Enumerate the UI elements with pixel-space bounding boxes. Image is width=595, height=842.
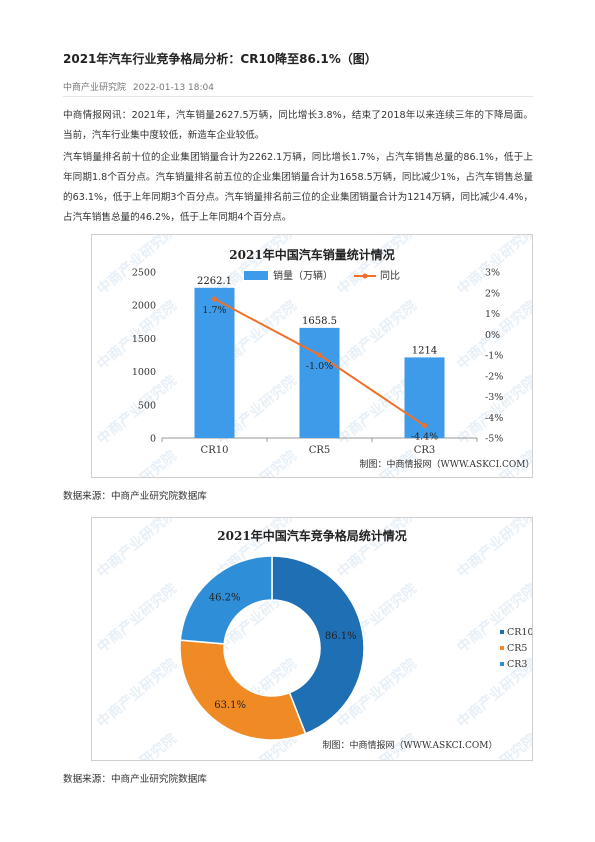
y2-tick-label: 1% xyxy=(485,309,500,320)
slice-data-label: 46.2% xyxy=(209,592,241,603)
legend-label: CR3 xyxy=(507,659,527,670)
legend-label: CR5 xyxy=(507,643,527,654)
y2-tick-label: 2% xyxy=(485,288,500,299)
y-tick-label: 500 xyxy=(138,400,156,411)
y2-tick-label: -4% xyxy=(485,413,503,424)
line-point-yoy xyxy=(317,352,322,358)
legend-swatch-cr5 xyxy=(500,646,504,650)
chart-title: 2021年中国汽车竞争格局统计情况 xyxy=(217,528,406,543)
donut-slice-cr3 xyxy=(179,555,273,645)
chart-credit: 制图：中商情报网（WWW.ASKCI.COM） xyxy=(323,739,498,751)
paragraph-detail: 汽车销量排名前十位的企业集团销量合计为2262.1万辆，同比增长1.7%，占汽车… xyxy=(63,152,533,223)
slice-data-label: 63.1% xyxy=(214,700,246,711)
watermark-text: 中商产业研究院 xyxy=(94,518,180,581)
data-source-note: 数据来源：中商产业研究院数据库 xyxy=(63,491,207,502)
article-datetime: 2022-01-13 18:04 xyxy=(132,83,214,93)
legend-label-sales: 销量（万辆） xyxy=(273,269,333,282)
line-point-yoy xyxy=(212,296,217,302)
legend-marker-yoy xyxy=(362,273,368,279)
article-source[interactable]: 中商产业研究院 xyxy=(63,83,127,93)
bar-sales xyxy=(299,327,340,438)
watermark-text: 中商产业研究院 xyxy=(454,518,532,581)
y2-tick-label: 0% xyxy=(485,330,500,341)
watermark-text: 中商产业研究院 xyxy=(94,730,180,760)
watermark-text: 中商产业研究院 xyxy=(334,235,420,298)
bar-sales xyxy=(194,287,235,438)
chart-title: 2021年中国汽车销量统计情况 xyxy=(229,247,394,262)
y2-tick-label: -3% xyxy=(485,392,503,403)
line-data-label: -4.4% xyxy=(411,432,438,443)
bar-data-label: 2262.1 xyxy=(197,276,232,287)
data-source-note: 数据来源：中商产业研究院数据库 xyxy=(63,774,207,785)
watermark-text: 中商产业研究院 xyxy=(94,372,180,448)
legend-swatch-cr10 xyxy=(500,630,504,634)
x-tick-label: CR3 xyxy=(414,445,436,456)
legend-swatch-cr3 xyxy=(500,662,504,666)
x-tick-label: CR5 xyxy=(309,445,331,456)
bar-data-label: 1658.5 xyxy=(302,316,337,327)
line-data-label: 1.7% xyxy=(202,305,226,316)
line-point-yoy xyxy=(422,423,427,429)
legend-label: CR10 xyxy=(507,627,532,638)
y-tick-label: 0 xyxy=(150,434,156,445)
y-tick-label: 1500 xyxy=(132,334,156,345)
divider xyxy=(63,96,533,97)
donut-slice-cr10 xyxy=(271,555,365,735)
y2-tick-label: -1% xyxy=(485,351,503,362)
y2-tick-label: -2% xyxy=(485,371,503,382)
legend-label-yoy: 同比 xyxy=(380,270,400,282)
legend-swatch-sales xyxy=(244,271,268,280)
y2-tick-label: 3% xyxy=(485,268,500,279)
y-tick-label: 2500 xyxy=(132,268,156,279)
sales-chart-figure: 中商产业研究院 中商产业研究院 中商产业研究院 中商产业研究院 中商产业研究院 中商产业研… xyxy=(91,147,540,523)
watermark-text: 中商产业研究院 xyxy=(94,447,180,477)
x-tick-label: CR10 xyxy=(201,445,229,456)
chart-credit: 制图：中商情报网（WWW.ASKCI.COM） xyxy=(360,458,532,470)
bar-data-label: 1214 xyxy=(412,345,437,356)
article-title: 2021年汽车行业竞争格局分析：CR10降至86.1%（图） xyxy=(63,52,377,66)
slice-data-label: 86.1% xyxy=(325,631,357,642)
y-tick-label: 2000 xyxy=(132,301,156,312)
y-tick-label: 1000 xyxy=(132,367,156,378)
watermark-text: 中商产业研究院 xyxy=(334,518,420,581)
competition-chart-figure: 中商产业研究院 中商产业研究院 中商产业研究院 中商产业研究院 中商产业研究院 中商产业研… xyxy=(91,430,540,806)
paragraph-intro: 中商情报网讯：2021年，汽车销量2627.5万辆，同比增长3.8%，结束了20… xyxy=(63,110,533,141)
watermark-text: 中商产业研究院 xyxy=(94,580,180,656)
line-data-label: -1.0% xyxy=(306,361,333,372)
watermark-text: 中商产业研究院 xyxy=(94,655,180,731)
article-meta: 中商产业研究院 2022-01-13 18:04 xyxy=(63,80,218,93)
y2-tick-label: -5% xyxy=(485,434,503,445)
donut-slice-cr5 xyxy=(179,639,307,741)
